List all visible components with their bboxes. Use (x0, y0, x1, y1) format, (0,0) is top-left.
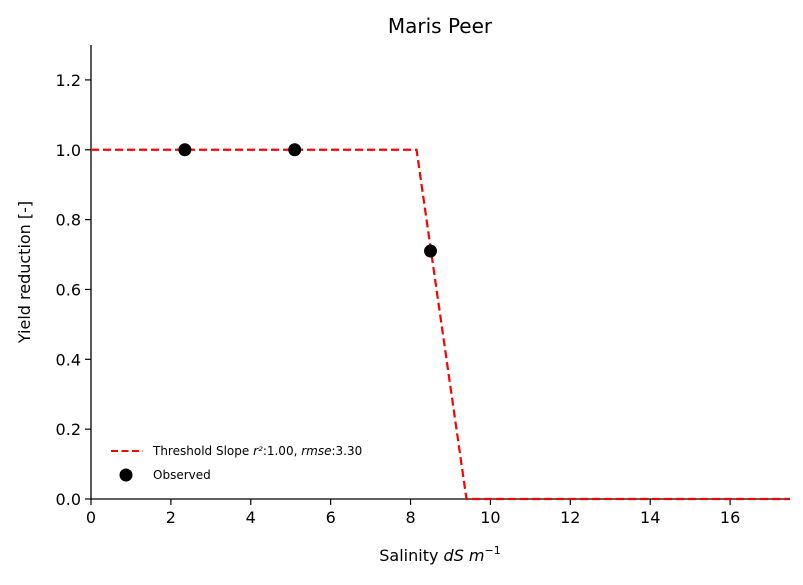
x-tick-label: 6 (326, 508, 336, 527)
y-tick-label: 0.2 (56, 420, 81, 439)
x-axis-label: Salinity dS m−1 (379, 544, 500, 565)
x-tick-label: 14 (640, 508, 660, 527)
y-tick-label: 0.8 (56, 211, 81, 230)
observed-point (288, 143, 302, 157)
x-tick-label: 2 (166, 508, 176, 527)
legend-line-r2-value: :1.00, (263, 444, 301, 458)
legend-scatter-label: Observed (153, 468, 211, 482)
x-tick-label: 0 (86, 508, 96, 527)
x-axis-label-unit: dS m (444, 546, 485, 565)
x-axis-label-prefix: Salinity (379, 546, 443, 565)
observed-point (178, 143, 192, 157)
legend-line-r2-symbol: r² (253, 444, 263, 458)
y-tick-label: 1.2 (56, 71, 81, 90)
legend-scatter-swatch (119, 468, 133, 482)
y-tick-label: 0.0 (56, 490, 81, 509)
chart-title: Maris Peer (388, 14, 493, 38)
threshold-slope-line (91, 148, 790, 501)
legend-line-label: Threshold Slope r²:1.00, rmse:3.30 (152, 444, 362, 458)
legend-line-rmse-symbol: rmse (301, 444, 331, 458)
x-tick-label: 16 (720, 508, 740, 527)
y-axis-label: Yield reduction [-] (15, 201, 34, 344)
x-tick-label: 4 (246, 508, 256, 527)
x-tick-label: 8 (405, 508, 415, 527)
y-tick-label: 0.6 (56, 280, 81, 299)
y-tick-label: 1.0 (56, 141, 81, 160)
y-ticks: 0.0 0.2 0.4 0.6 0.8 1.0 1.2 (56, 71, 91, 509)
x-tick-label: 12 (560, 508, 580, 527)
x-ticks: 0 2 4 6 8 10 12 14 16 (86, 499, 740, 527)
legend-line-rmse-value: :3.30 (331, 444, 362, 458)
series-layer (91, 143, 790, 501)
legend-line-name: Threshold Slope (152, 444, 253, 458)
y-tick-label: 0.4 (56, 350, 81, 369)
legend: Threshold Slope r²:1.00, rmse:3.30 Obser… (111, 444, 362, 482)
x-axis-label-exponent: −1 (485, 544, 501, 557)
x-tick-label: 10 (480, 508, 500, 527)
observed-point (424, 244, 438, 258)
